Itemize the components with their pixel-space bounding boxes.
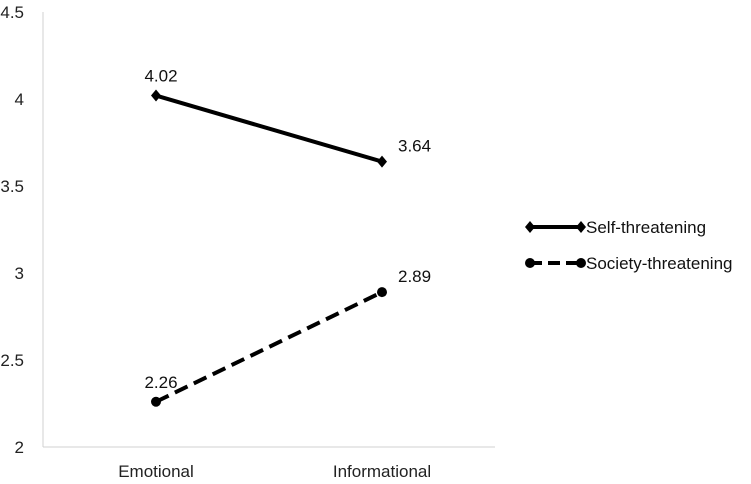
data-label: 4.02 [144, 67, 177, 86]
x-tick-label: Informational [333, 462, 431, 481]
y-tick-label: 2.5 [0, 351, 24, 370]
data-label: 3.64 [398, 137, 431, 156]
y-tick-label: 4 [15, 90, 24, 109]
legend-item: Society-threatening [525, 254, 732, 273]
x-tick-label: Emotional [118, 462, 194, 481]
series-layer: 4.02 3.64 2.26 2.89 [144, 67, 431, 407]
legend-item: Self-threatening [525, 218, 706, 237]
legend: Self-threatening Society-threatening [525, 218, 732, 273]
legend-marker [525, 221, 535, 233]
data-label: 2.89 [398, 267, 431, 286]
series-line [155, 290, 383, 404]
legend-marker [576, 258, 586, 268]
data-point-marker [151, 89, 161, 102]
legend-label: Society-threatening [586, 254, 732, 273]
y-tick-label: 2 [15, 438, 24, 457]
y-axis-tick-labels: 2 2.5 3 3.5 4 4.5 [0, 3, 24, 457]
data-point-marker [377, 287, 387, 298]
data-point-marker [151, 396, 161, 407]
legend-marker [525, 258, 535, 268]
legend-label: Self-threatening [586, 218, 706, 237]
y-tick-label: 3 [15, 264, 24, 283]
legend-marker [576, 221, 586, 233]
y-tick-label: 4.5 [0, 3, 24, 22]
series-society-threatening: 2.26 2.89 [144, 267, 431, 407]
x-axis-tick-labels: Emotional Informational [118, 462, 431, 481]
data-point-marker [377, 155, 387, 168]
y-tick-label: 3.5 [0, 177, 24, 196]
data-label: 2.26 [144, 373, 177, 392]
series-self-threatening: 4.02 3.64 [144, 67, 431, 168]
series-line [155, 93, 383, 164]
